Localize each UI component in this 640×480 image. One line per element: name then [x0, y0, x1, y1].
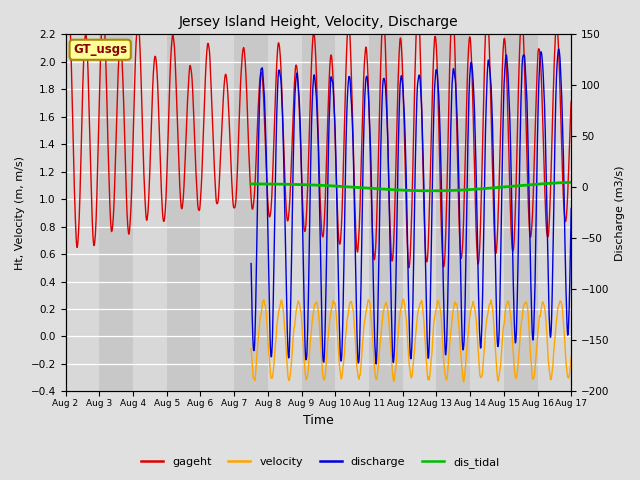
Bar [234, 35, 268, 391]
Bar [335, 35, 369, 391]
Bar [369, 35, 403, 391]
Bar [99, 35, 133, 391]
Bar [470, 35, 504, 391]
Bar [436, 35, 470, 391]
Bar [504, 35, 538, 391]
Bar [403, 35, 436, 391]
Text: GT_usgs: GT_usgs [73, 43, 127, 56]
X-axis label: Time: Time [303, 414, 333, 427]
Bar [268, 35, 301, 391]
Bar [200, 35, 234, 391]
Bar [65, 35, 99, 391]
Bar [166, 35, 200, 391]
Title: Jersey Island Height, Velocity, Discharge: Jersey Island Height, Velocity, Discharg… [179, 15, 458, 29]
Bar [301, 35, 335, 391]
Bar [133, 35, 166, 391]
Bar [538, 35, 572, 391]
Legend: gageht, velocity, discharge, dis_tidal: gageht, velocity, discharge, dis_tidal [136, 452, 504, 472]
Y-axis label: Discharge (m3/s): Discharge (m3/s) [615, 165, 625, 261]
Y-axis label: Ht, Velocity (m, m/s): Ht, Velocity (m, m/s) [15, 156, 25, 270]
